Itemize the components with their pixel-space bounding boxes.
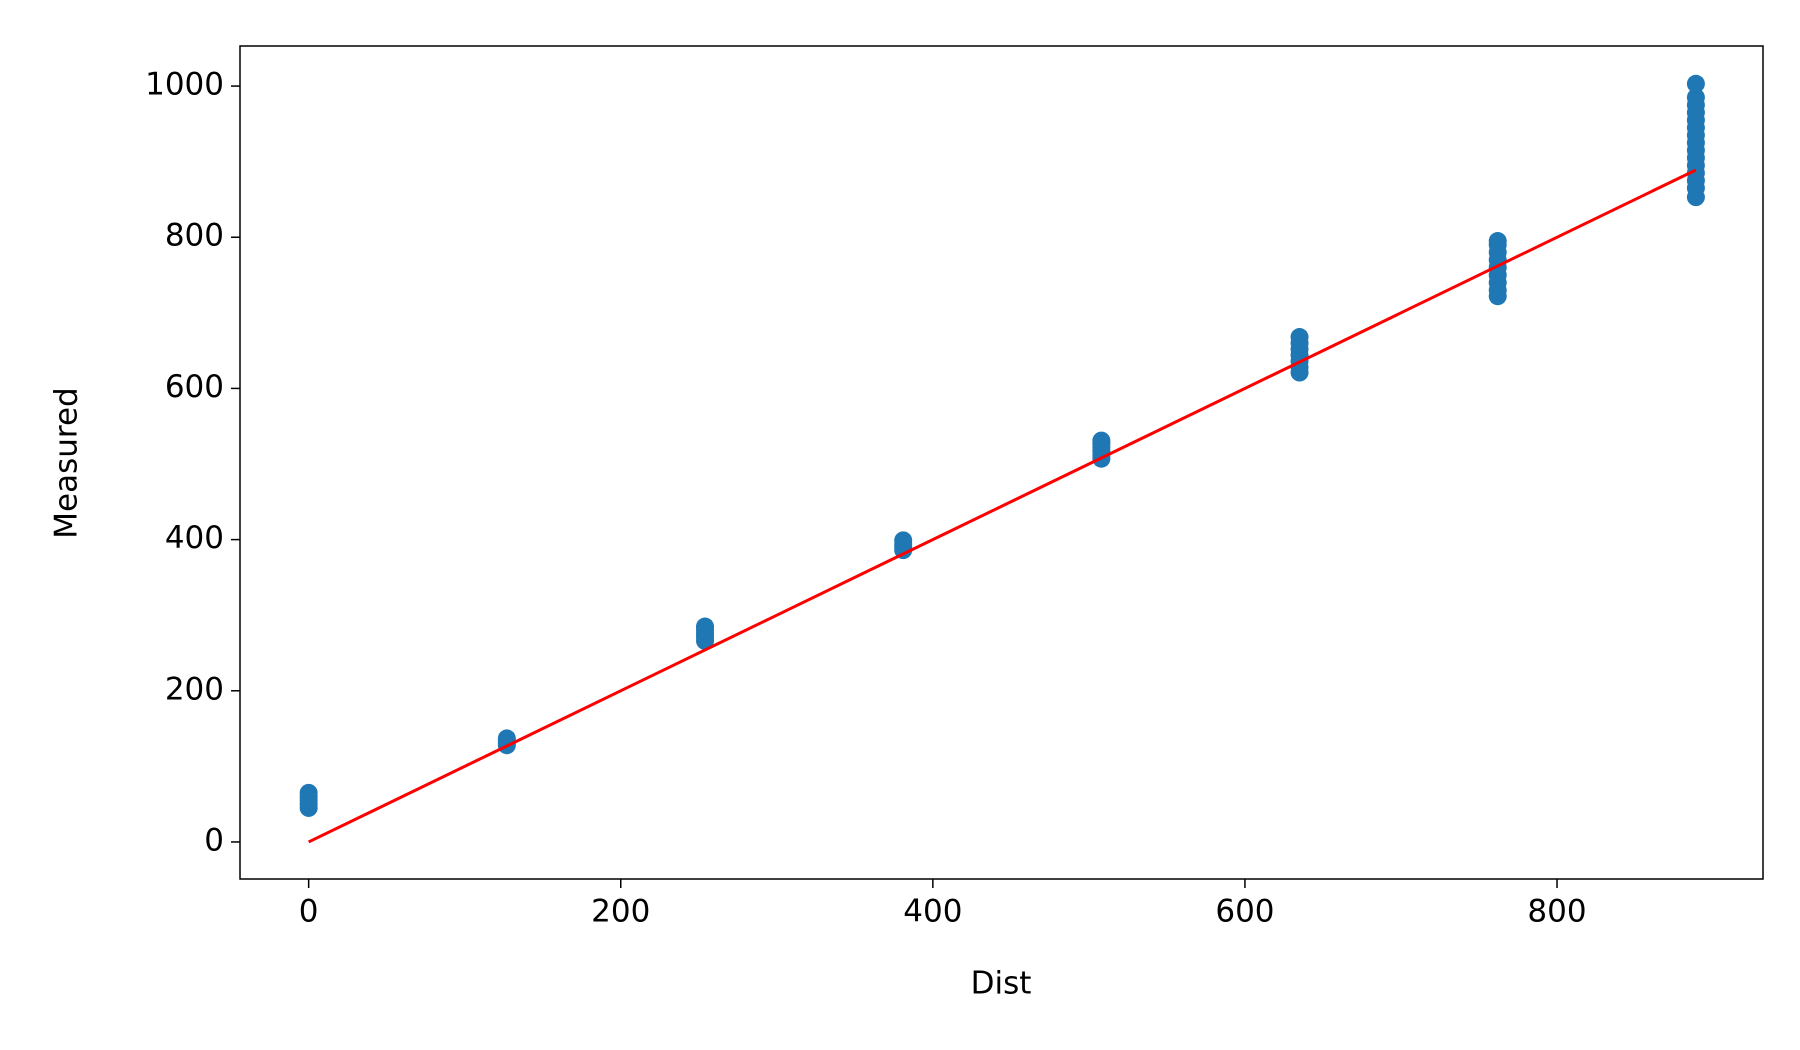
plot-frame xyxy=(239,45,1764,880)
point xyxy=(1290,328,1309,347)
point xyxy=(894,531,913,550)
point xyxy=(299,783,318,802)
point xyxy=(1488,232,1507,251)
point xyxy=(1686,88,1705,107)
fit-line xyxy=(308,168,1697,844)
x-tick-label: 600 xyxy=(1215,894,1274,930)
point xyxy=(1092,431,1111,450)
y-tick-label: 600 xyxy=(165,369,224,405)
point xyxy=(1686,74,1705,93)
y-tick-label: 0 xyxy=(204,822,224,858)
y-tick-label: 200 xyxy=(165,671,224,707)
x-tick-label: 200 xyxy=(591,894,650,930)
point xyxy=(696,617,715,636)
y-tick-label: 800 xyxy=(165,218,224,254)
y-axis-label: Measured xyxy=(49,387,85,538)
x-tick-label: 800 xyxy=(1527,894,1586,930)
x-axis-label: Dist xyxy=(971,966,1032,1002)
y-tick-label: 400 xyxy=(165,520,224,556)
y-tick-label: 1000 xyxy=(145,67,224,103)
x-tick-label: 0 xyxy=(299,894,319,930)
x-tick-label: 400 xyxy=(903,894,962,930)
